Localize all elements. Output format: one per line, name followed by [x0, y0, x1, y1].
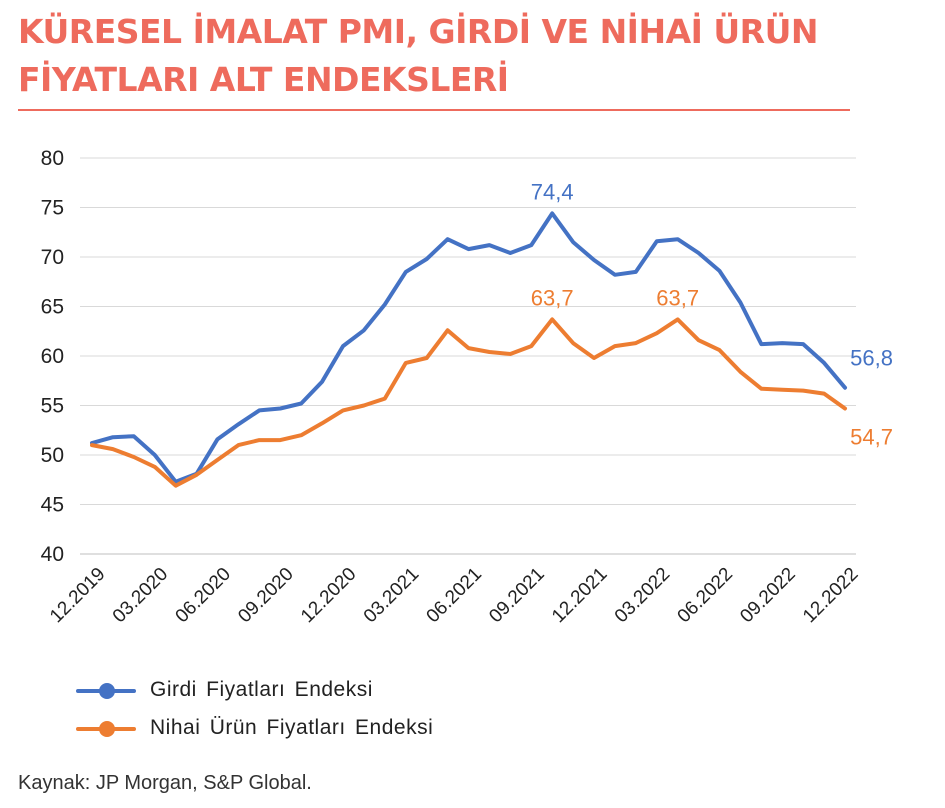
- legend-marker-girdi: [99, 683, 115, 699]
- chart-title: KÜRESEL İMALAT PMI, GİRDİ VE NİHAİ ÜRÜN …: [18, 12, 819, 99]
- title-divider: [18, 109, 850, 111]
- y-tick-label: 70: [41, 246, 64, 269]
- x-tick-label: 12.2021: [548, 564, 611, 627]
- y-tick-label: 45: [41, 494, 64, 517]
- x-axis-ticks: 12.2019 03.2020 06.2020 09.2020 12.2020 03.20…: [46, 564, 862, 627]
- x-tick-label: 06.2022: [674, 564, 737, 627]
- x-tick-label: 12.2019: [46, 564, 109, 627]
- x-tick-label: 09.2022: [736, 564, 799, 627]
- y-tick-label: 40: [41, 543, 64, 566]
- legend-label-nihai: Nihai Ürün Fiyatları Endeksi: [150, 716, 434, 739]
- x-tick-label: 06.2020: [172, 564, 235, 627]
- x-tick-label: 09.2020: [234, 564, 297, 627]
- x-tick-label: 03.2020: [109, 564, 172, 627]
- y-tick-label: 65: [41, 296, 64, 319]
- y-tick-label: 60: [41, 345, 64, 368]
- data-label: 74,4: [531, 179, 574, 204]
- source-note: Kaynak: JP Morgan, S&P Global.: [18, 772, 312, 794]
- gridlines: [80, 157, 856, 555]
- legend-marker-nihai: [99, 721, 115, 737]
- data-label: 63,7: [531, 285, 574, 310]
- y-tick-label: 50: [41, 444, 64, 467]
- series-lines: [90, 211, 847, 488]
- y-tick-label: 75: [41, 197, 64, 220]
- x-tick-label: 09.2021: [485, 564, 548, 627]
- series-line-girdi: [90, 211, 847, 484]
- series-line-nihai: [90, 317, 847, 488]
- y-tick-label: 80: [41, 147, 64, 170]
- data-label: 63,7: [656, 285, 699, 310]
- data-labels: 74,4 56,8 63,7 63,7 54,7: [531, 179, 893, 449]
- x-tick-label: 03.2021: [360, 564, 423, 627]
- y-tick-label: 55: [41, 395, 64, 418]
- legend-label-girdi: Girdi Fiyatları Endeksi: [150, 678, 373, 701]
- x-tick-label: 06.2021: [423, 564, 486, 627]
- data-label: 56,8: [850, 346, 893, 371]
- x-tick-label: 03.2022: [611, 564, 674, 627]
- x-tick-label: 12.2022: [799, 564, 862, 627]
- y-axis-ticks: 40 45 50 55 60 65 70 75 80: [41, 147, 64, 566]
- x-tick-label: 12.2020: [297, 564, 360, 627]
- data-label: 54,7: [850, 424, 893, 449]
